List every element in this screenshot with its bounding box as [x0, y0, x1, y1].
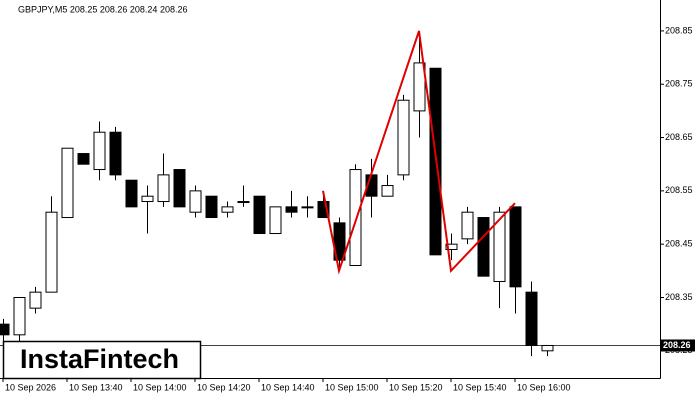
candle-body [525, 291, 538, 346]
x-tick-label: 10 Sep 14:40 [261, 382, 315, 392]
x-tick-label: 10 Sep 15:00 [325, 382, 379, 392]
x-tick-label: 10 Sep 14:20 [197, 382, 251, 392]
candle-body [301, 206, 314, 209]
candle-body [477, 217, 490, 277]
candle-body [413, 62, 426, 112]
candle-body [61, 147, 74, 219]
candle-body [269, 206, 282, 235]
candle-body [397, 99, 410, 176]
x-tick-label: 10 Sep 14:00 [133, 382, 187, 392]
candle-body [29, 291, 42, 309]
candle-body [93, 131, 106, 171]
x-tick-label: 10 Sep 13:40 [69, 382, 123, 392]
y-tick-label: 208.35 [665, 292, 693, 302]
x-tick-label: 10 Sep 15:20 [389, 382, 443, 392]
candle-body [349, 169, 362, 267]
logo: InstaFintech [20, 344, 179, 374]
candle-body [77, 153, 90, 165]
logo-box [2, 340, 202, 380]
candle-body [493, 211, 506, 283]
candle-body [157, 174, 170, 203]
y-tick-label: 208.85 [665, 25, 693, 35]
candle-body [541, 344, 554, 352]
plot [0, 30, 664, 382]
y-tick-label: 208.75 [665, 79, 693, 89]
candle-body [461, 211, 474, 240]
current-price-label: 208.26 [663, 340, 691, 350]
current-price-tag [661, 339, 695, 352]
candle-body [285, 206, 298, 213]
candle-body [221, 206, 234, 213]
y-tick-label: 208.55 [665, 185, 693, 195]
y-tick-label: 208.65 [665, 132, 693, 142]
candle-body [205, 195, 218, 219]
candle-body [381, 185, 394, 197]
x-tick-label: 10 Sep 15:40 [453, 382, 507, 392]
candle-body [189, 190, 202, 213]
candle-body [141, 195, 154, 203]
candle-body [445, 243, 458, 251]
candle-body [317, 201, 330, 219]
pattern-line [322, 30, 516, 275]
candle-body [237, 201, 250, 204]
candle-body [45, 211, 58, 293]
x-tick-label: 10 Sep 2026 [5, 382, 56, 392]
candle-body [253, 195, 266, 235]
x-tick-label: 10 Sep 16:00 [517, 382, 571, 392]
chart-title: GBPJPY,M5 208.25 208.26 208.24 208.26 [18, 4, 187, 14]
candle-body [173, 169, 186, 208]
y-tick-label: 208.45 [665, 239, 693, 249]
candle-body [13, 296, 26, 336]
candle-body [0, 323, 10, 336]
candle-body [509, 206, 522, 288]
candle-body [125, 179, 138, 208]
candle-body [109, 131, 122, 176]
